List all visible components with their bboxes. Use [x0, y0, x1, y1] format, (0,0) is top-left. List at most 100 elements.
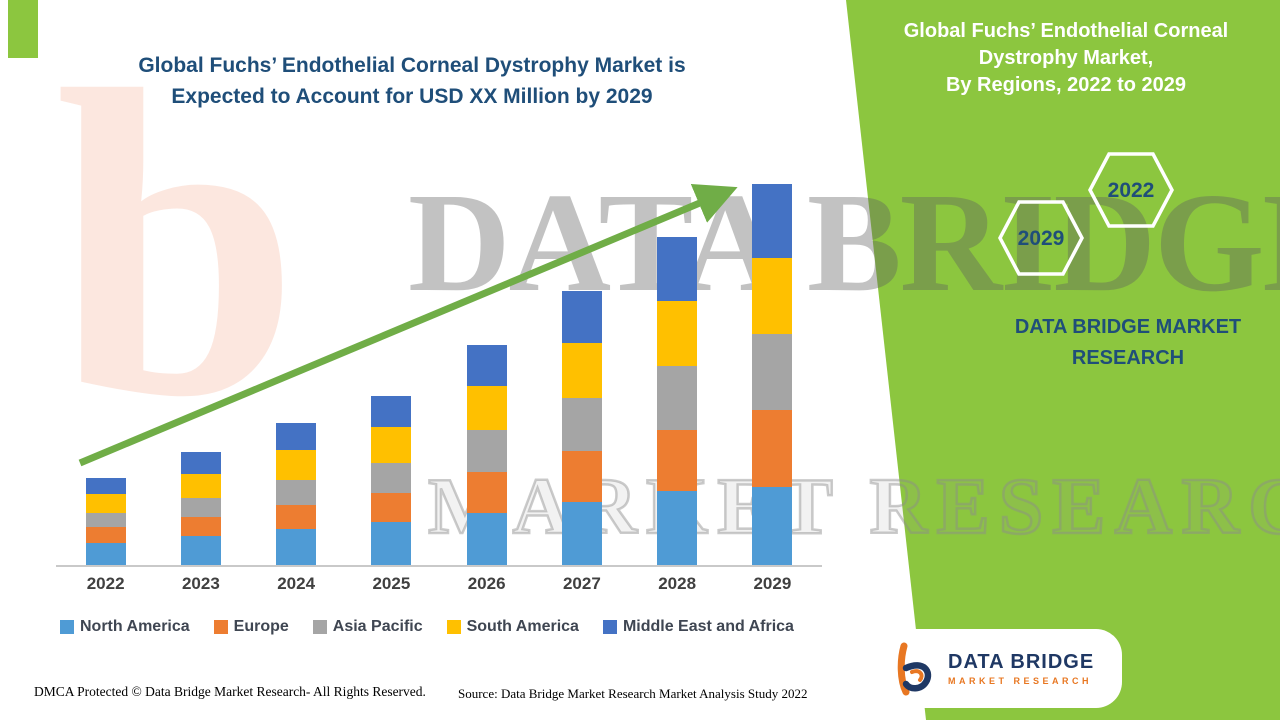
bar-segment-2024-asia-pacific [276, 480, 317, 505]
bar-segment-2029-europe [752, 410, 793, 487]
bar-segment-2029-north-america [752, 487, 793, 565]
x-axis-label-2027: 2027 [562, 574, 601, 593]
side-panel-background [846, 0, 1280, 720]
chart-title-line-1: Global Fuchs’ Endothelial Corneal Dystro… [138, 54, 686, 77]
legend-label: South America [466, 618, 579, 635]
bar-segment-2026-europe [466, 472, 507, 513]
bar-segment-2028-middle-east-and-africa [657, 237, 698, 301]
hexagon-year-2022: 2022 [1108, 179, 1155, 202]
bar-stack-2023 [180, 452, 221, 565]
bar-column-2028 [630, 150, 725, 565]
x-axis-label-2025: 2025 [372, 574, 411, 593]
bar-segment-2025-north-america [371, 522, 412, 565]
bar-segment-2026-north-america [466, 513, 507, 565]
bar-segment-2028-asia-pacific [657, 366, 698, 430]
x-axis-label-2026: 2026 [467, 574, 506, 593]
bar-segment-2023-south-america [180, 474, 221, 498]
bar-segment-2024-south-america [276, 450, 317, 480]
side-panel-title-line-3: By Regions, 2022 to 2029 [945, 74, 1187, 96]
bar-segment-2023-europe [180, 517, 221, 536]
bar-segment-2028-south-america [657, 301, 698, 366]
x-axis-label-2029: 2029 [753, 574, 792, 593]
bar-stack-2026 [466, 345, 507, 565]
bar-stack-2028 [657, 237, 698, 565]
corner-accent-mark [8, 0, 38, 58]
chart-legend: North America Europe Asia Pacific South Ame… [60, 618, 822, 636]
bar-segment-2024-middle-east-and-africa [276, 423, 317, 450]
bar-segment-2028-europe [657, 430, 698, 491]
x-axis-label-2022: 2022 [86, 574, 125, 593]
trend-arrow [78, 184, 738, 467]
bar-segment-2027-asia-pacific [561, 398, 602, 451]
chart-title-line-2: Expected to Account for USD XX Million b… [171, 85, 653, 108]
x-axis-label-2023: 2023 [181, 574, 220, 593]
x-axis-line [56, 565, 822, 567]
legend-label: Europe [233, 618, 289, 635]
bar-segment-2023-north-america [180, 536, 221, 565]
hexagon-badge-2022: 2022 [1088, 152, 1174, 228]
source-note: Source: Data Bridge Market Research Mark… [458, 686, 808, 701]
x-axis-label-2024: 2024 [277, 574, 316, 593]
bar-segment-2026-middle-east-and-africa [466, 345, 507, 386]
legend-item-middle-east-and-africa: Middle East and Africa [602, 618, 794, 636]
bar-stack-2025 [371, 396, 412, 565]
bar-column-2024 [249, 150, 344, 565]
bar-stack-2027 [561, 291, 602, 565]
side-panel-title-line-2: Dystrophy Market, [978, 47, 1154, 69]
side-panel-brand-text: DATA BRIDGE MARKET RESEARCH [958, 312, 1280, 374]
side-panel-title: Global Fuchs’ Endothelial Corneal Dystro… [880, 18, 1252, 99]
bar-column-2026 [439, 150, 534, 565]
bar-segment-2024-europe [276, 505, 317, 529]
bar-column-2023 [153, 150, 248, 565]
brand-text-line-1: DATA BRIDGE MARKET [1014, 316, 1242, 338]
bar-column-2025 [344, 150, 439, 565]
legend-item-europe: Europe [213, 618, 289, 636]
bar-stack-2022 [85, 478, 126, 565]
legend-label: North America [80, 618, 190, 635]
legend-label: Asia Pacific [332, 618, 423, 635]
bar-segment-2022-north-america [85, 543, 126, 565]
data-bridge-logo-box: DATA BRIDGE MARKET RESEARCH [876, 629, 1122, 708]
bar-segment-2025-europe [371, 493, 412, 522]
legend-item-south-america: South America [446, 618, 579, 636]
bar-stack-2029 [752, 184, 793, 565]
hexagon-year-2029: 2029 [1018, 227, 1065, 250]
legend-item-north-america: North America [60, 618, 190, 636]
bar-segment-2027-south-america [561, 343, 602, 398]
bar-column-2022 [58, 150, 153, 565]
x-axis-labels: 2022 2023 2024 2025 2026 2027 2028 2029 [58, 574, 820, 594]
bar-segment-2022-middle-east-and-africa [85, 478, 126, 494]
hexagon-badge-2029: 2029 [998, 200, 1084, 276]
stacked-bar-plot [58, 150, 820, 565]
legend-swatch [213, 620, 228, 634]
bar-segment-2026-south-america [466, 386, 507, 430]
legend-item-asia-pacific: Asia Pacific [312, 618, 423, 636]
legend-swatch [602, 620, 617, 634]
bar-segment-2025-south-america [371, 427, 412, 463]
bar-segment-2029-south-america [752, 258, 793, 334]
bar-segment-2022-europe [85, 527, 126, 543]
legend-label: Middle East and Africa [622, 618, 794, 635]
bar-column-2027 [534, 150, 629, 565]
x-axis-label-2028: 2028 [658, 574, 697, 593]
bar-segment-2023-middle-east-and-africa [180, 452, 221, 474]
bar-stack-2024 [276, 423, 317, 565]
bar-segment-2027-middle-east-and-africa [561, 291, 602, 343]
bar-segment-2027-europe [561, 451, 602, 502]
dmca-notice: DMCA Protected © Data Bridge Market Rese… [34, 684, 426, 699]
legend-swatch [312, 620, 327, 634]
bar-segment-2029-middle-east-and-africa [752, 184, 793, 258]
bar-column-2029 [725, 150, 820, 565]
bar-segment-2028-north-america [657, 491, 698, 565]
legend-swatch [60, 620, 74, 634]
bar-segment-2029-asia-pacific [752, 334, 793, 410]
bar-segment-2025-middle-east-and-africa [371, 396, 412, 427]
bar-segment-2026-asia-pacific [466, 430, 507, 472]
logo-subtitle: MARKET RESEARCH [948, 676, 1093, 686]
logo-text-block: DATA BRIDGE MARKET RESEARCH [948, 651, 1094, 686]
bar-segment-2025-asia-pacific [371, 463, 412, 493]
legend-swatch [446, 620, 461, 634]
bar-segment-2024-north-america [276, 529, 317, 565]
bar-segment-2022-asia-pacific [85, 513, 126, 527]
bar-segment-2022-south-america [85, 494, 126, 513]
